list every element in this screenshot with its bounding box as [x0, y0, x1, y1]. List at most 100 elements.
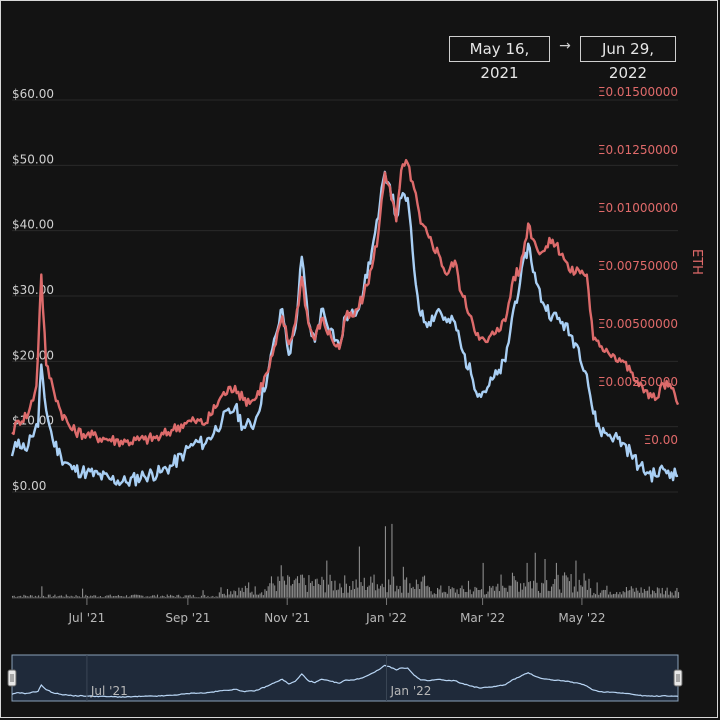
y-tick-right: Ξ0.00750000 [598, 259, 678, 273]
volume-bar [627, 590, 629, 598]
volume-bar [264, 589, 266, 598]
volume-bar [552, 583, 554, 598]
volume-bar [353, 588, 356, 598]
range-start-input[interactable]: May 16, 2021 [449, 36, 550, 82]
volume-bar [277, 576, 279, 598]
volume-bar [414, 588, 416, 598]
volume-bar [321, 576, 323, 598]
x-tick-label: Sep '21 [165, 611, 210, 625]
volume-bar [336, 590, 338, 598]
volume-bar [150, 596, 152, 598]
volume-bar [166, 594, 168, 598]
y-axis-right: Ξ0.00Ξ0.00250000Ξ0.00500000Ξ0.00750000Ξ0… [598, 85, 678, 447]
volume-bar [531, 588, 533, 598]
volume-bar [68, 596, 71, 598]
volume-bar [352, 581, 354, 598]
volume-bar [498, 591, 500, 598]
volume-bar [513, 576, 515, 598]
volume-bar [524, 586, 527, 598]
volume-bar [380, 585, 382, 598]
volume-bar [653, 591, 655, 598]
volume-bar [368, 585, 370, 598]
volume-bar [508, 585, 510, 598]
volume-bar [386, 592, 388, 598]
volume-bar [155, 596, 157, 598]
volume-bar [111, 596, 113, 598]
volume-bar [443, 591, 445, 598]
navigator-handle-right[interactable] [673, 669, 683, 687]
volume-bar [13, 595, 15, 598]
volume-bar [171, 595, 173, 598]
volume-bar [480, 589, 483, 598]
volume-bar [648, 586, 650, 598]
volume-bar [282, 576, 284, 598]
volume-bar [303, 577, 305, 598]
volume-bar [555, 562, 557, 598]
volume-bar [596, 582, 598, 598]
volume-bar [666, 587, 668, 598]
volume-bar [306, 591, 308, 598]
volume-bar [562, 575, 564, 598]
volume-bar [549, 591, 551, 598]
volume-bar [47, 594, 49, 598]
volume-bar [235, 591, 237, 598]
navigator-line [11, 664, 679, 698]
volume-bar [521, 589, 523, 598]
navigator-handle-left[interactable] [7, 669, 17, 687]
navigator-handle-grip[interactable] [673, 669, 683, 687]
volume-bar [135, 594, 137, 598]
volume-bar [67, 596, 69, 598]
volume-bar [401, 592, 403, 598]
volume-bar [511, 572, 514, 598]
volume-bar [296, 576, 299, 598]
y-tick-right: Ξ0.00 [644, 433, 678, 447]
navigator-window[interactable] [11, 654, 679, 702]
volume-bar [479, 589, 481, 598]
volume-bar [560, 592, 562, 598]
volume-bar [643, 589, 645, 598]
y-tick-right: Ξ0.01000000 [598, 201, 678, 215]
series-lines [10, 158, 680, 487]
volume-bar [477, 589, 479, 598]
volume-bar [355, 579, 357, 598]
volume-bar [29, 595, 32, 598]
volume-bar [257, 594, 259, 598]
volume-bar [15, 596, 17, 598]
volume-bar [495, 586, 497, 598]
volume-bar [534, 552, 536, 598]
volume-bar [54, 594, 56, 598]
navigator-handle-grip[interactable] [7, 669, 17, 687]
volume-bar [601, 590, 603, 598]
volume-bar [64, 596, 66, 598]
volume-bar [450, 589, 452, 598]
volume-bar [594, 594, 597, 598]
volume-bar [567, 577, 569, 598]
volume-bar [456, 589, 458, 598]
volume-bar [327, 584, 330, 598]
navigator-series [11, 664, 679, 698]
volume-bar [44, 596, 46, 598]
volume-bar [425, 586, 427, 598]
y-axis-left: $0.00 $10.00 $20.00 $30.00 $40.00 $50.00 $60.0… [12, 87, 54, 493]
volume-bar [267, 586, 269, 598]
volume-bar [660, 593, 662, 598]
volume-bar [637, 590, 639, 598]
volume-bar [266, 590, 268, 598]
grid-lines [12, 99, 678, 493]
volume-bar [109, 594, 111, 598]
volume-bar [656, 587, 658, 598]
range-end-input[interactable]: Jun 29, 2022 [580, 36, 676, 82]
volume-bar [604, 589, 606, 598]
volume-bar [168, 596, 170, 598]
volume-bar [568, 581, 570, 598]
volume-bar [225, 595, 227, 598]
volume-bar [428, 587, 430, 598]
navigator[interactable]: Jul '21 Jan '22 [7, 654, 683, 702]
volume-bar [533, 580, 535, 598]
volume-bar [292, 584, 294, 598]
volume-bar [674, 590, 676, 598]
volume-bar [231, 594, 233, 598]
volume-bar [360, 582, 362, 598]
volume-bar [210, 596, 212, 598]
